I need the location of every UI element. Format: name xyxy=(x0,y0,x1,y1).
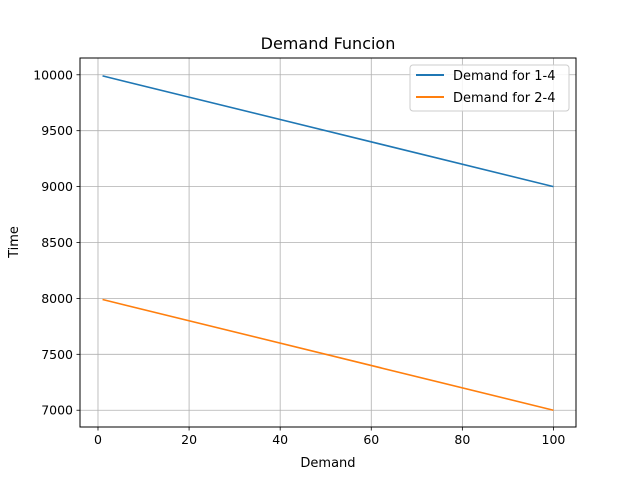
y-tick-label: 10000 xyxy=(33,67,73,82)
x-tick-label: 80 xyxy=(454,432,470,447)
series-line-1 xyxy=(102,75,554,188)
chart-title: Demand Funcion xyxy=(261,34,396,53)
x-tick-label: 0 xyxy=(94,432,102,447)
y-tick-label: 9000 xyxy=(41,179,73,194)
y-tick-label: 7500 xyxy=(41,347,73,362)
y-tick-label: 9500 xyxy=(41,123,73,138)
axis-ticks: 0 20 40 60 80 100 7000 7500 8000 8500 9000 9500 1000… xyxy=(33,67,565,447)
x-tick-label: 60 xyxy=(363,432,379,447)
legend-box xyxy=(409,64,570,112)
legend-label-1: Demand for 1-4 xyxy=(453,69,556,84)
x-axis-label: Demand xyxy=(300,456,355,471)
y-tick-label: 8000 xyxy=(41,291,73,306)
series-line-2 xyxy=(102,298,554,412)
x-tick-label: 20 xyxy=(181,432,197,447)
x-tick-label: 40 xyxy=(272,432,288,447)
y-tick-label: 8500 xyxy=(41,235,73,250)
y-axis-label: Time xyxy=(7,226,22,259)
legend: Demand for 1-4 Demand for 2-4 xyxy=(409,64,570,112)
legend-label-2: Demand for 2-4 xyxy=(453,91,556,106)
y-tick-label: 7000 xyxy=(41,403,73,418)
series-lines xyxy=(102,75,554,412)
x-tick-label: 100 xyxy=(542,432,566,447)
